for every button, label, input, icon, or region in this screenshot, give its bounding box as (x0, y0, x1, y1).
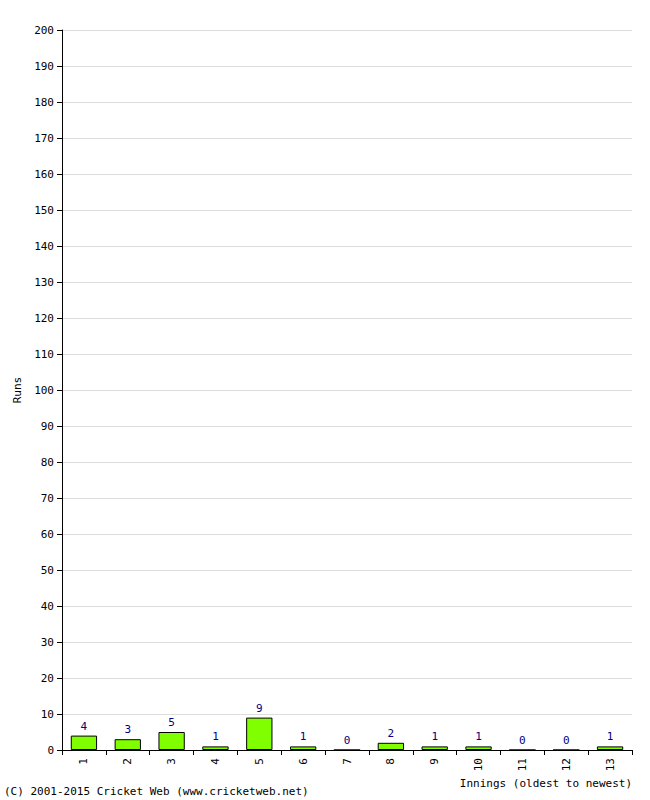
svg-text:2: 2 (121, 758, 134, 765)
svg-text:Runs: Runs (11, 377, 24, 404)
svg-text:2: 2 (388, 727, 395, 740)
svg-text:30: 30 (41, 636, 54, 649)
svg-text:70: 70 (41, 492, 54, 505)
svg-text:170: 170 (34, 132, 54, 145)
svg-text:5: 5 (253, 758, 266, 765)
svg-text:4: 4 (81, 720, 88, 733)
svg-text:6: 6 (297, 758, 310, 765)
svg-text:5: 5 (168, 716, 175, 729)
svg-text:80: 80 (41, 456, 54, 469)
svg-text:40: 40 (41, 600, 54, 613)
svg-text:160: 160 (34, 168, 54, 181)
svg-text:200: 200 (34, 24, 54, 37)
svg-text:20: 20 (41, 672, 54, 685)
svg-text:1: 1 (431, 730, 438, 743)
svg-text:7: 7 (341, 758, 354, 765)
svg-text:11: 11 (516, 758, 529, 771)
svg-text:0: 0 (47, 744, 54, 757)
svg-text:8: 8 (384, 758, 397, 765)
svg-text:120: 120 (34, 312, 54, 325)
svg-text:3: 3 (124, 723, 131, 736)
svg-text:4: 4 (209, 758, 222, 765)
svg-text:(C) 2001-2015 Cricket Web (www: (C) 2001-2015 Cricket Web (www.cricketwe… (4, 785, 309, 798)
svg-text:1: 1 (475, 730, 482, 743)
svg-text:140: 140 (34, 240, 54, 253)
svg-text:Innings (oldest to newest): Innings (oldest to newest) (460, 777, 632, 790)
svg-text:180: 180 (34, 96, 54, 109)
svg-text:50: 50 (41, 564, 54, 577)
svg-text:1: 1 (300, 730, 307, 743)
svg-text:9: 9 (428, 758, 441, 765)
svg-text:0: 0 (344, 734, 351, 747)
svg-text:1: 1 (607, 730, 614, 743)
svg-text:60: 60 (41, 528, 54, 541)
svg-text:190: 190 (34, 60, 54, 73)
svg-text:1: 1 (212, 730, 219, 743)
svg-text:110: 110 (34, 348, 54, 361)
svg-text:100: 100 (34, 384, 54, 397)
svg-text:1: 1 (77, 758, 90, 765)
svg-text:13: 13 (604, 758, 617, 771)
svg-text:3: 3 (165, 758, 178, 765)
svg-text:90: 90 (41, 420, 54, 433)
svg-text:0: 0 (563, 734, 570, 747)
svg-text:9: 9 (256, 702, 263, 715)
svg-text:130: 130 (34, 276, 54, 289)
svg-text:12: 12 (560, 758, 573, 771)
svg-text:10: 10 (472, 758, 485, 771)
svg-text:0: 0 (519, 734, 526, 747)
svg-text:150: 150 (34, 204, 54, 217)
svg-text:10: 10 (41, 708, 54, 721)
